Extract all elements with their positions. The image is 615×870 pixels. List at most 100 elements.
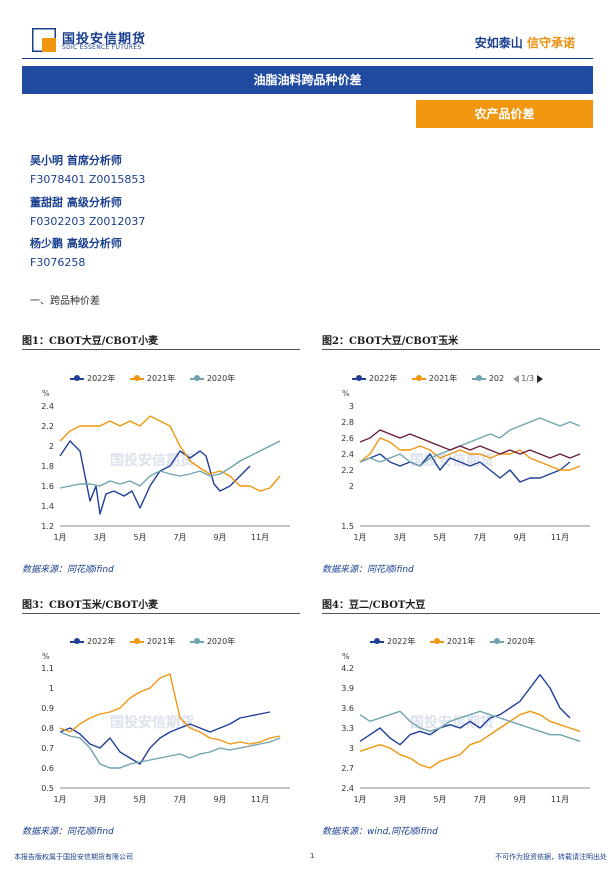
legend-pager: 1/3 <box>512 374 543 383</box>
series-line <box>59 440 251 515</box>
legend-item[interactable]: 2021年 <box>429 636 476 647</box>
analyst-1-name: 吴小明 首席分析师 <box>30 154 122 167</box>
analyst-3-name: 杨少鹏 高级分析师 <box>30 237 122 250</box>
legend-swatch <box>129 637 144 644</box>
legend-item[interactable]: 2022年 <box>352 373 397 384</box>
legend-swatch <box>471 374 486 381</box>
y-tick-label: 2.8 <box>341 418 354 427</box>
section-title: 一、跨品种价差 <box>30 296 100 307</box>
legend-prev-icon[interactable] <box>512 374 519 383</box>
figure-4-unit: % <box>342 652 350 661</box>
legend-label: 2020年 <box>206 637 236 646</box>
legend-item[interactable]: 2020年 <box>189 636 236 647</box>
x-tick-label: 3月 <box>393 795 406 804</box>
legend-item[interactable]: 2020年 <box>189 373 236 384</box>
analyst-2-name: 董甜甜 高级分析师 <box>30 196 122 209</box>
legend-item[interactable]: 2021年 <box>129 636 176 647</box>
analyst-2-id: F0302203 Z0012037 <box>30 215 146 228</box>
legend-item[interactable]: 2022年 <box>370 636 415 647</box>
series-line <box>59 673 281 745</box>
figure-3-unit: % <box>42 652 50 661</box>
y-tick-label: 0.9 <box>41 704 54 713</box>
analyst-3-id: F3076258 <box>30 256 86 269</box>
y-tick-label: 3 <box>349 402 354 411</box>
figure-3-legend: 2022年 2021年 2020年 <box>70 636 247 647</box>
legend-page-indicator: 1/3 <box>521 374 535 383</box>
legend-item[interactable]: 2020年 <box>489 636 536 647</box>
series-line <box>359 674 571 746</box>
series-line <box>359 710 581 742</box>
company-logo-icon <box>32 28 56 52</box>
legend-item[interactable]: 2021年 <box>411 373 457 384</box>
legend-swatch <box>189 374 204 381</box>
legend-swatch <box>489 637 504 644</box>
x-tick-label: 1月 <box>53 533 66 542</box>
legend-label: 2022年 <box>87 374 116 383</box>
legend-swatch <box>370 637 384 644</box>
legend-swatch <box>429 637 444 644</box>
figure-1-legend: 2022年 2021年 2020年 <box>70 373 247 384</box>
y-tick-label: 3 <box>349 744 354 753</box>
y-tick-label: 0.7 <box>41 744 54 753</box>
y-tick-label: 0.8 <box>41 724 54 733</box>
figure-1-chart: 1.2 1.4 1.6 1.8 2 2.2 2.4 1月 3月 5月 7月 9月 11月 <box>41 402 290 542</box>
x-tick-label: 3月 <box>393 533 406 542</box>
slogan-part-1: 安如泰山 <box>474 36 523 50</box>
y-tick-label: 1.4 <box>41 502 54 511</box>
legend-label: 2020年 <box>206 374 236 383</box>
y-tick-label: 2.7 <box>341 764 354 773</box>
x-tick-label: 9月 <box>213 795 226 804</box>
x-tick-label: 7月 <box>173 533 186 542</box>
y-tick-label: 1.8 <box>41 462 54 471</box>
legend-item[interactable]: 202 <box>471 374 504 383</box>
legend-swatch <box>70 637 84 644</box>
x-tick-label: 7月 <box>473 533 486 542</box>
x-tick-label: 1月 <box>53 795 66 804</box>
legend-item[interactable]: 2022年 <box>70 636 115 647</box>
y-tick-label: 2.6 <box>341 434 354 443</box>
figure-2-legend: 2022年 2021年 202 1/3 <box>352 373 543 384</box>
series-line <box>359 453 571 483</box>
series-line <box>59 415 281 492</box>
figure-3-rule <box>22 613 300 614</box>
figure-3-chart: 0.5 0.6 0.7 0.8 0.9 1 1.1 1月 3月 5月 7月 9月 11月 <box>41 664 290 804</box>
y-tick-label: 2.4 <box>341 450 354 459</box>
figure-4-chart: 2.4 2.7 3 3.3 3.6 3.9 4.2 1月 3月 5月 7月 9月 11月 <box>341 664 590 804</box>
report-banner: 油脂油料跨品种价差 <box>22 66 593 94</box>
figure-4-source: 数据来源：wind,同花顺ifind <box>322 827 438 837</box>
slogan-part-2: 信守承诺 <box>526 36 575 50</box>
legend-label: 2021年 <box>446 637 476 646</box>
legend-item[interactable]: 2021年 <box>129 373 175 384</box>
legend-swatch <box>189 637 204 644</box>
x-tick-label: 3月 <box>93 533 106 542</box>
legend-swatch <box>352 374 366 381</box>
legend-next-icon[interactable] <box>536 374 543 383</box>
legend-item[interactable]: 2022年 <box>70 373 115 384</box>
x-tick-label: 3月 <box>93 795 106 804</box>
header-rule <box>22 58 593 59</box>
category-banner: 农产品价差 <box>416 100 593 128</box>
x-tick-label: 9月 <box>513 533 526 542</box>
figure-2-source: 数据来源：同花顺ifind <box>322 565 414 575</box>
figure-4-rule <box>322 613 600 614</box>
footer-copyright: 本报告版权属于国投安信期货有限公司 <box>14 853 133 861</box>
logo-text-cn: 国投安信期货 <box>62 32 147 47</box>
legend-swatch <box>129 374 144 381</box>
figure-2-chart: 1.5 2 2.2 2.4 2.6 2.8 3 1月 3月 5月 7月 9月 11月 <box>341 402 590 542</box>
x-tick-label: 5月 <box>433 795 446 804</box>
watermark: 国投安信期货 <box>110 715 194 731</box>
series-line <box>59 731 281 769</box>
x-tick-label: 11月 <box>251 533 269 542</box>
figure-1-rule <box>22 349 300 350</box>
x-tick-label: 11月 <box>551 533 569 542</box>
analyst-1-id: F3078401 Z0015853 <box>30 173 146 186</box>
y-tick-label: 3.3 <box>341 724 354 733</box>
legend-label: 2022年 <box>369 374 398 383</box>
series-line <box>59 440 281 489</box>
legend-label: 2021年 <box>146 637 176 646</box>
figure-1-unit: % <box>42 389 50 398</box>
figure-2-title: 图2：CBOT大豆/CBOT玉米 <box>322 336 459 347</box>
legend-label: 2022年 <box>87 637 116 646</box>
figure-1-title: 图1：CBOT大豆/CBOT小麦 <box>22 336 159 347</box>
legend-label: 2020年 <box>506 637 536 646</box>
